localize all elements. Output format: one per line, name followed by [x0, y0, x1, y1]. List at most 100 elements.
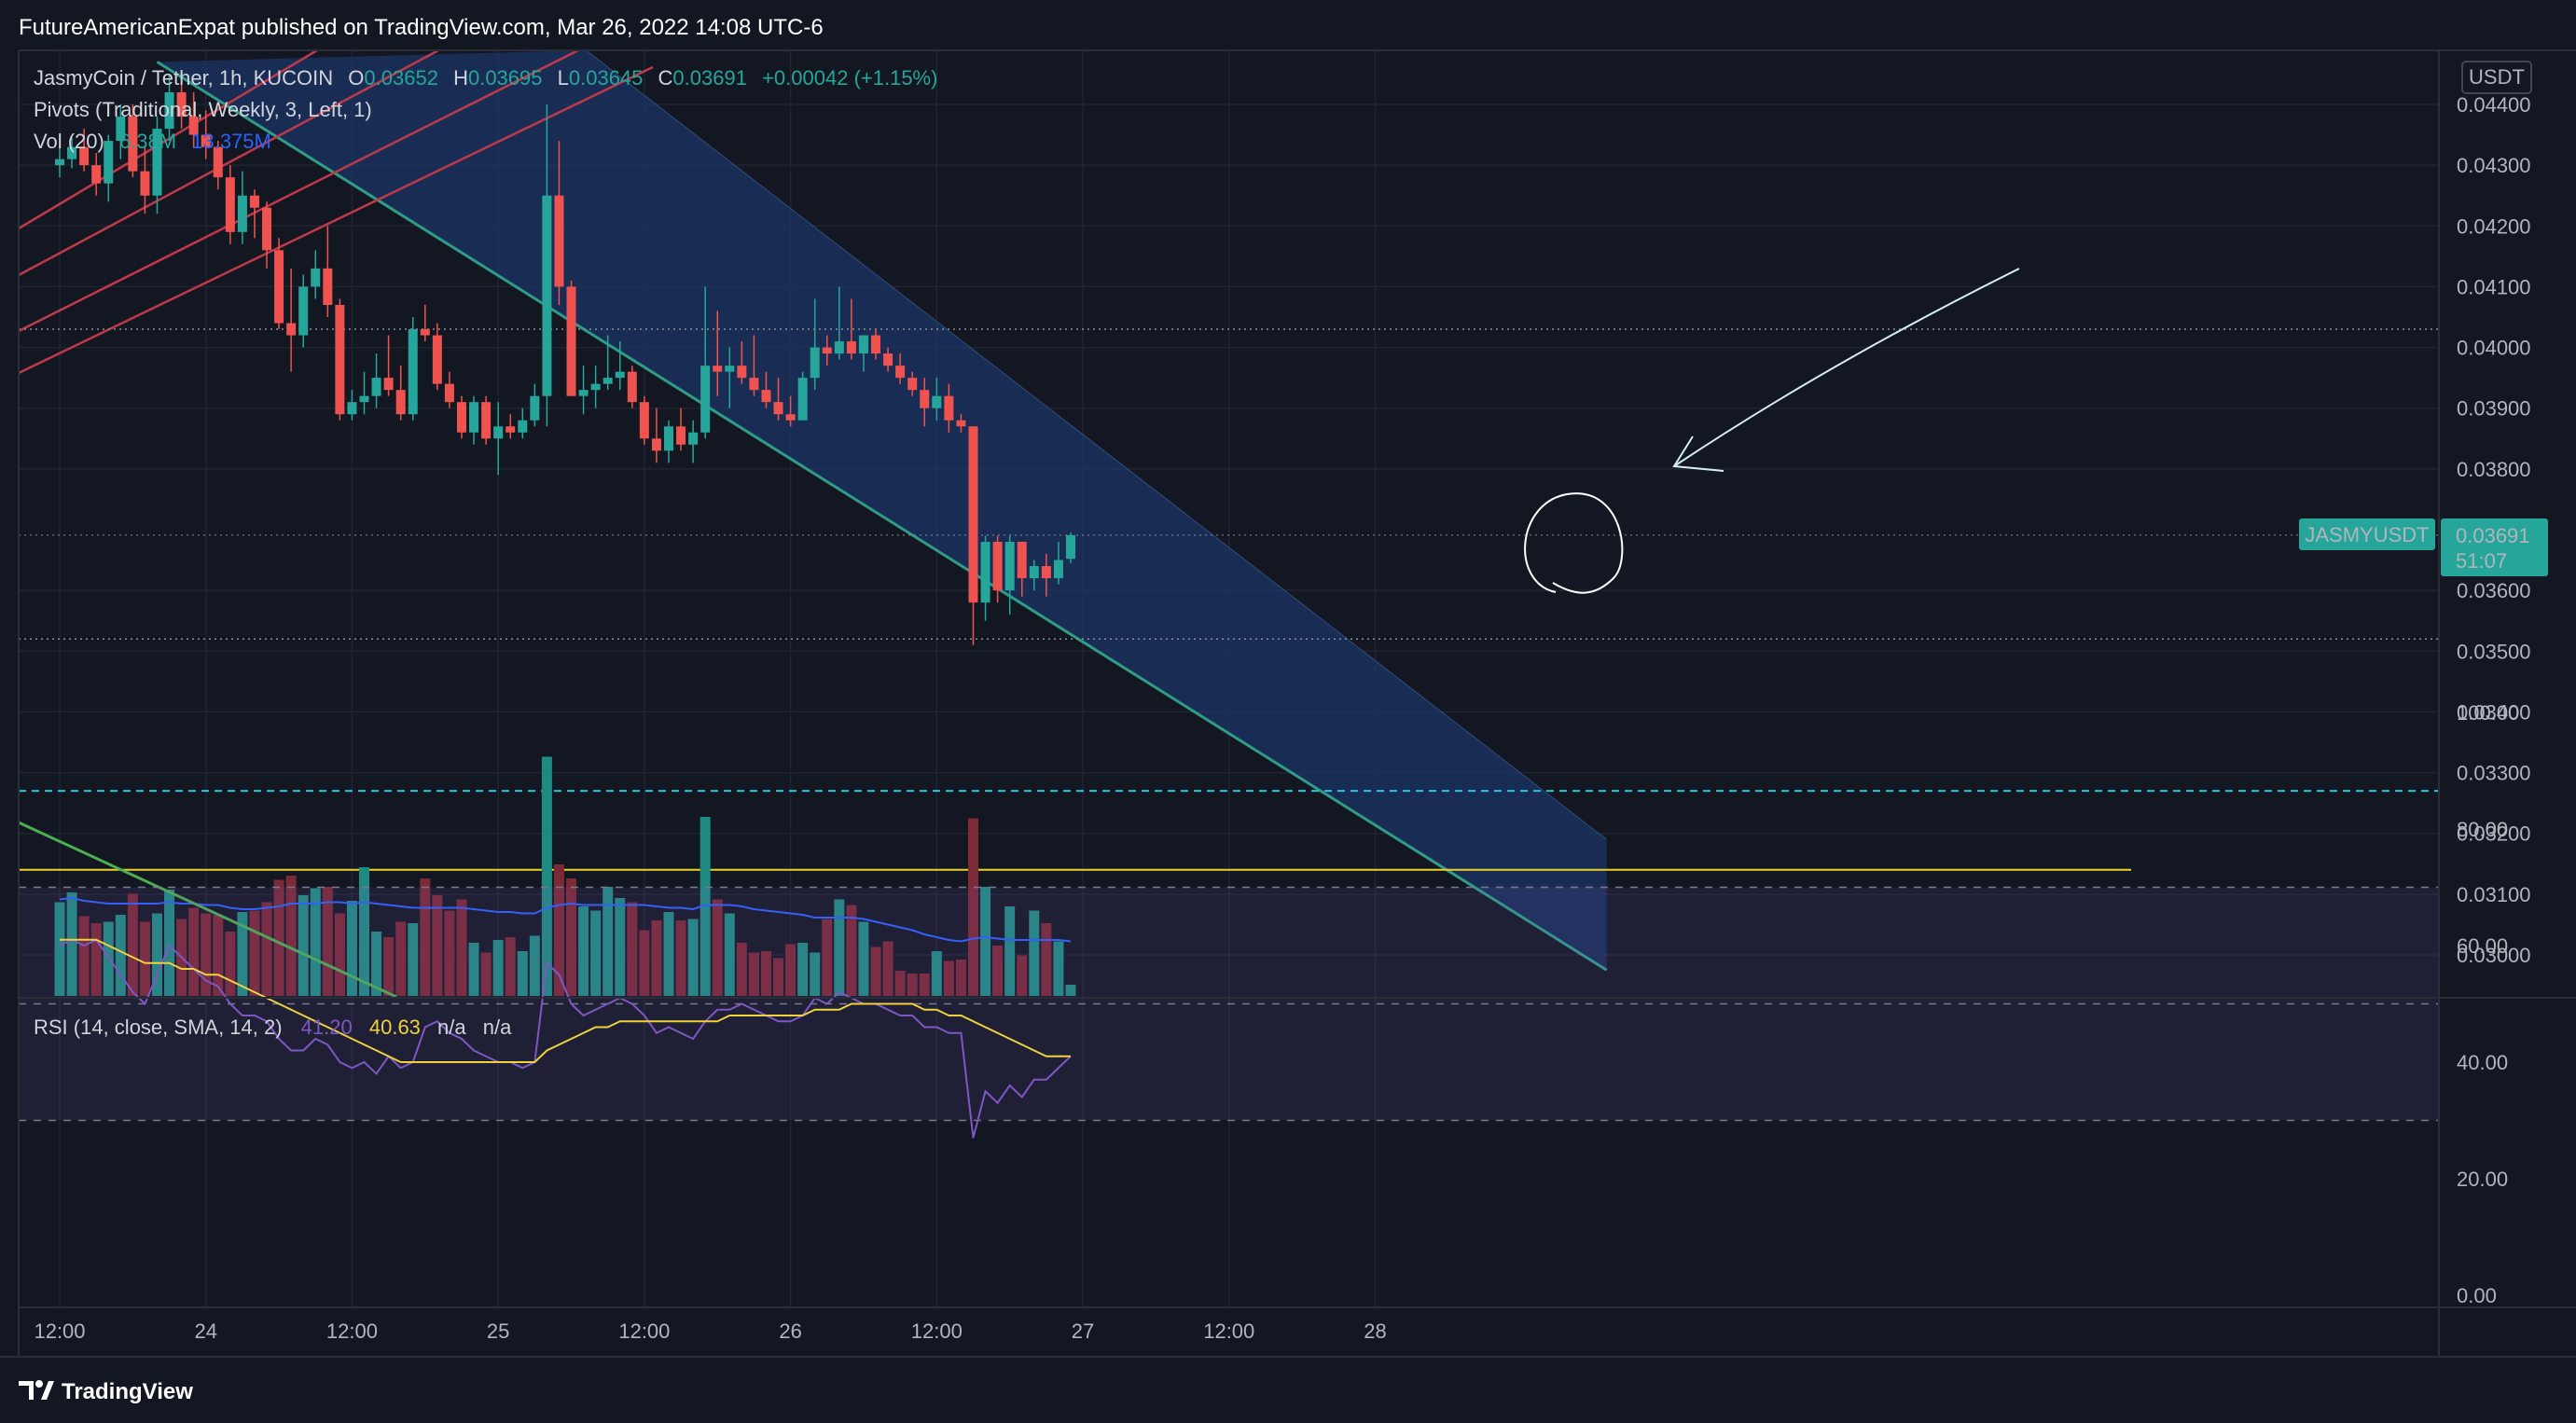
candle-body: [249, 195, 259, 208]
candle-body: [554, 195, 564, 287]
rsi-legend-value: 41.20: [301, 1015, 353, 1039]
volume-bar: [103, 921, 114, 996]
time-tick-label: 12:00: [911, 1319, 963, 1343]
volume-bar: [225, 932, 236, 996]
volume-bar: [249, 910, 260, 996]
legend-open-value: 0.03652: [364, 66, 438, 90]
candle-body: [506, 426, 516, 433]
footer-brand[interactable]: TradingView: [62, 1379, 193, 1404]
channel-upper-line[interactable]: [586, 49, 1607, 840]
volume-bar: [529, 935, 540, 996]
candle-body: [262, 207, 272, 251]
volume-bar: [968, 818, 978, 996]
rsi-tick-label: 0.00: [2457, 1284, 2497, 1307]
candle-body: [91, 165, 102, 184]
time-tick-label: 26: [779, 1319, 801, 1343]
volume-bar: [810, 952, 821, 996]
volume-bar: [346, 901, 357, 996]
time-tick-label: 24: [194, 1319, 216, 1343]
candle-body: [164, 91, 174, 130]
candle-body: [140, 171, 150, 196]
candle-body: [822, 347, 832, 354]
green-trend-line[interactable]: [18, 821, 397, 999]
volume-bar: [736, 943, 747, 996]
volume-bar: [955, 960, 966, 996]
volume-bar: [639, 930, 650, 996]
publish-info: FutureAmericanExpat published on Trading…: [19, 15, 824, 40]
candle-body: [1053, 560, 1063, 579]
candle-body: [518, 420, 528, 433]
volume-bar: [213, 915, 224, 996]
rsi-legend[interactable]: RSI (14, close, SMA, 14, 2) 41.20 40.63 …: [34, 1015, 512, 1039]
rsi-legend-sma: 40.63: [369, 1015, 421, 1039]
candle-body: [323, 268, 333, 305]
candle-body: [1017, 542, 1027, 579]
volume-bar: [322, 887, 333, 996]
candle-body: [858, 335, 868, 354]
candle-body: [1004, 542, 1015, 591]
price-tick-label: 0.03000: [2457, 944, 2531, 967]
volume-bar: [1004, 906, 1016, 996]
candle-body: [651, 438, 661, 451]
volume-bar: [188, 907, 200, 996]
candle-body: [713, 366, 723, 372]
candle-body: [79, 146, 90, 166]
candle-body: [128, 117, 138, 172]
volume-bar: [139, 921, 150, 996]
channel-lower-line[interactable]: [156, 61, 1608, 972]
annotation-circle[interactable]: [1524, 492, 1624, 594]
volume-bar: [724, 913, 735, 996]
currency-box[interactable]: [2461, 61, 2532, 94]
descending-channel-fill[interactable]: [157, 50, 1607, 971]
time-tick-label: 28: [1364, 1319, 1386, 1343]
candle-body: [700, 366, 711, 433]
main-legend: JasmyCoin / Tether, 1h, KUCOIN O0.03652 …: [34, 66, 937, 153]
candle-body: [55, 159, 64, 166]
red-trend-line-4[interactable]: [18, 48, 318, 230]
candle-body: [347, 402, 357, 415]
price-axis-ticks[interactable]: 0.04400 0.04300 0.04200 0.04100 0.04000 0.039…: [2457, 93, 2531, 967]
time-axis-ticks[interactable]: 12:00 24 12:00 25 12:00 26 12:00 27 12:00 28: [34, 1319, 1386, 1343]
rsi-tick-label: 60.00: [2457, 934, 2508, 958]
legend-open-label: O: [348, 66, 364, 90]
annotation-arrow-line[interactable]: [1673, 268, 2020, 467]
volume-bar: [553, 864, 564, 996]
time-tick-label: 27: [1072, 1319, 1094, 1343]
volume-bar: [712, 899, 723, 996]
time-tick-label: 12:00: [326, 1319, 378, 1343]
volume-bar: [456, 899, 467, 996]
candle-body: [1041, 566, 1051, 579]
candle-body: [676, 426, 686, 445]
red-trend-line-2[interactable]: [18, 48, 579, 333]
last-price-tag[interactable]: [2441, 518, 2548, 576]
symbol-price-tag[interactable]: [2299, 518, 2435, 550]
legend-volume-row[interactable]: Vol (20) 6.38M 13.375M: [34, 130, 271, 153]
candle-body: [992, 542, 1003, 591]
rsi-legend-extra-1: n/a: [437, 1015, 466, 1039]
volume-bar: [505, 937, 516, 996]
volume-bar: [383, 937, 395, 996]
volume-bar: [237, 912, 248, 996]
price-tick-label: 0.03500: [2457, 640, 2531, 663]
legend-high-value: 0.03695: [468, 66, 543, 90]
rsi-band-lines: [19, 886, 2439, 1122]
volume-ma-line: [59, 896, 1072, 943]
red-trend-line-1[interactable]: [18, 48, 439, 277]
annotation-arrow-head[interactable]: [1672, 435, 1724, 472]
candle-body: [968, 426, 978, 603]
price-axis-background[interactable]: [2439, 50, 2576, 1356]
candle-body: [749, 378, 759, 391]
legend-pivots[interactable]: Pivots (Traditional, Weekly, 3, Left, 1): [34, 98, 372, 121]
candle-body: [274, 250, 284, 324]
legend-ohlc-row: JasmyCoin / Tether, 1h, KUCOIN O0.03652 …: [34, 66, 937, 90]
volume-bar: [492, 940, 504, 996]
volume-bar: [334, 913, 345, 996]
rsi-axis-ticks[interactable]: 100.00 80.00 60.00 40.00 20.00 0.00: [2457, 701, 2519, 1307]
candle-body: [188, 117, 199, 135]
candle-body: [883, 353, 893, 366]
legend-high-label: H: [453, 66, 468, 90]
rsi-line: [59, 938, 1072, 1139]
time-tick-label: 25: [487, 1319, 509, 1343]
rsi-tick-label: 100.00: [2457, 701, 2519, 725]
